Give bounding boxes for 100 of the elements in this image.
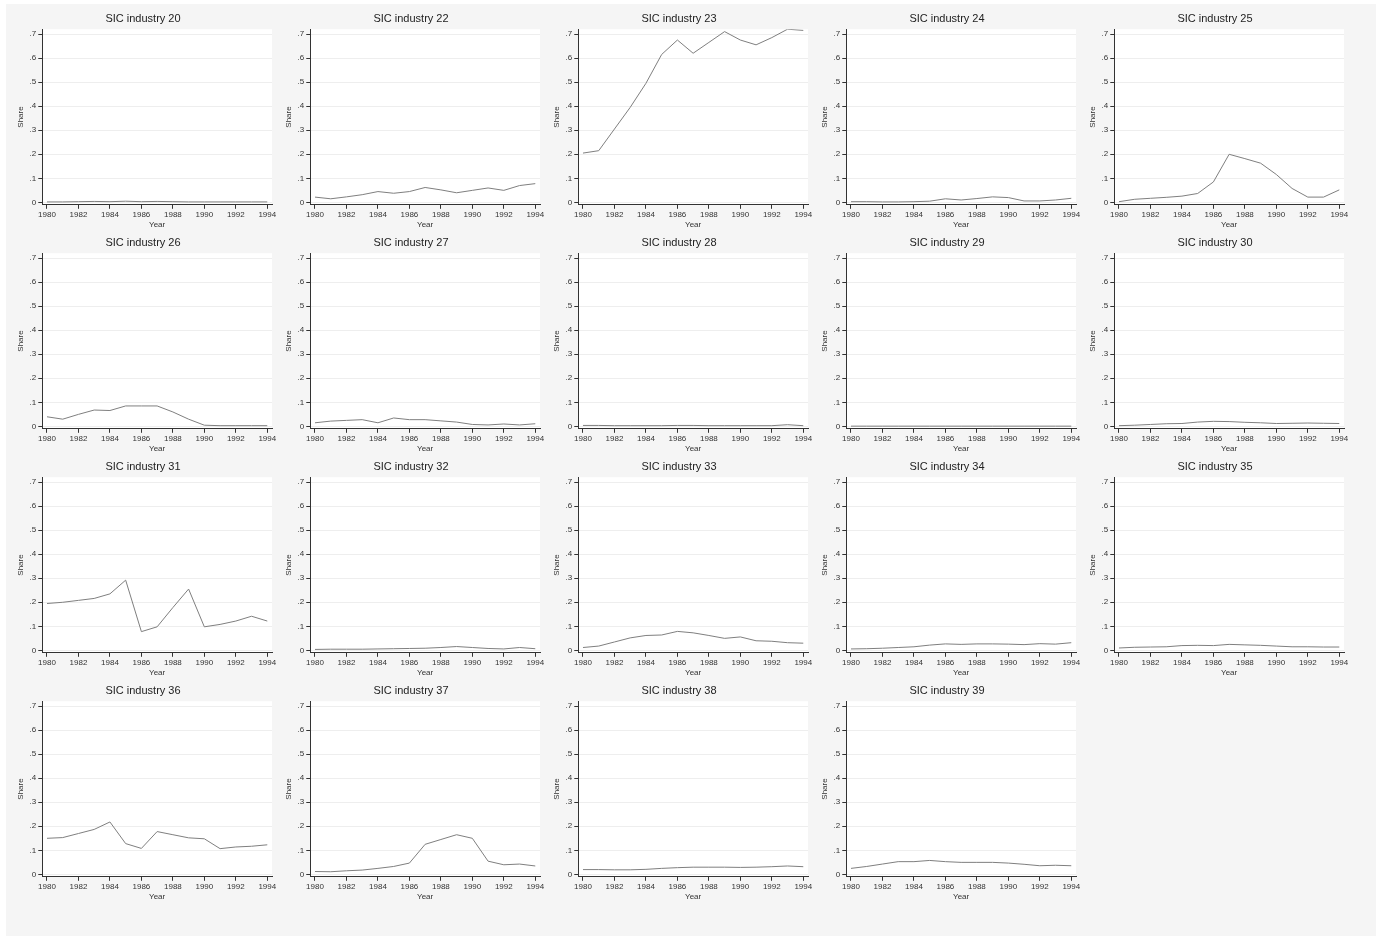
x-tick-label: 1986 <box>400 657 419 667</box>
y-tick-label: .4 <box>565 773 573 783</box>
x-tick-label: 1982 <box>605 433 624 443</box>
y-tick-label: 0 <box>835 645 841 655</box>
x-tick-label: 1984 <box>369 881 388 891</box>
y-tick-label: .3 <box>1101 349 1109 359</box>
chart-title: SIC industry 22 <box>373 11 449 24</box>
y-tick-label: .5 <box>565 749 573 759</box>
y-tick-label: 0 <box>299 197 305 207</box>
y-tick-label: .2 <box>297 373 305 383</box>
chart-title: SIC industry 37 <box>373 683 449 696</box>
x-tick-label: 1994 <box>1062 881 1081 891</box>
x-tick-label: 1986 <box>132 433 151 443</box>
y-tick-label: 0 <box>567 197 573 207</box>
x-tick-label: 1982 <box>69 209 88 219</box>
chart-title: SIC industry 35 <box>1177 459 1253 472</box>
y-tick-label: .1 <box>297 173 305 183</box>
x-tick-label: 1982 <box>873 209 892 219</box>
y-tick-label: .4 <box>29 101 37 111</box>
y-tick-label: .1 <box>29 845 37 855</box>
y-tick-label: .3 <box>297 573 305 583</box>
x-tick-label: 1982 <box>605 209 624 219</box>
x-tick-label: 1992 <box>1298 657 1318 667</box>
x-tick-label: 1982 <box>605 657 624 667</box>
y-tick-label: .2 <box>565 597 573 607</box>
x-tick-label: 1992 <box>1030 881 1050 891</box>
chart-title: SIC industry 23 <box>641 11 717 24</box>
x-tick-label: 1994 <box>794 881 813 891</box>
y-tick-label: .4 <box>1101 549 1109 559</box>
y-tick-label: .6 <box>565 501 573 511</box>
y-tick-label: .2 <box>1101 373 1109 383</box>
y-tick-label: .3 <box>297 349 305 359</box>
y-tick-label: .2 <box>565 149 573 159</box>
x-tick-label: 1988 <box>699 209 719 219</box>
x-tick-label: 1980 <box>842 433 861 443</box>
y-tick-label: .5 <box>1101 301 1109 311</box>
y-axis-title: Share <box>1088 105 1097 128</box>
y-tick-label: .7 <box>833 477 841 487</box>
y-tick-label: .7 <box>29 477 37 487</box>
y-axis-title: Share <box>552 105 561 128</box>
y-axis-title: Share <box>820 329 829 352</box>
x-tick-label: 1982 <box>605 881 624 891</box>
chart-title: SIC industry 31 <box>105 459 181 472</box>
x-tick-label: 1994 <box>526 657 545 667</box>
x-tick-label: 1986 <box>400 433 419 443</box>
x-tick-label: 1982 <box>337 209 356 219</box>
y-tick-label: .4 <box>297 773 305 783</box>
y-tick-label: .3 <box>565 349 573 359</box>
y-tick-label: .7 <box>1101 477 1109 487</box>
y-tick-label: .1 <box>833 845 841 855</box>
y-tick-label: .2 <box>29 149 37 159</box>
y-tick-label: 0 <box>1103 645 1109 655</box>
x-tick-label: 1990 <box>1267 433 1286 443</box>
x-tick-label: 1994 <box>794 433 813 443</box>
x-tick-label: 1992 <box>226 657 246 667</box>
y-tick-label: .5 <box>297 301 305 311</box>
y-tick-label: .2 <box>565 373 573 383</box>
x-tick-label: 1986 <box>400 881 419 891</box>
x-tick-label: 1986 <box>400 209 419 219</box>
x-tick-label: 1992 <box>762 657 782 667</box>
x-tick-label: 1982 <box>337 881 356 891</box>
y-tick-label: .1 <box>1101 397 1109 407</box>
y-tick-label: 0 <box>835 421 841 431</box>
x-tick-label: 1988 <box>431 881 451 891</box>
x-axis-title: Year <box>417 892 434 902</box>
y-tick-label: 0 <box>1103 421 1109 431</box>
x-tick-label: 1982 <box>873 657 892 667</box>
x-tick-label: 1984 <box>101 209 120 219</box>
chart-title: SIC industry 36 <box>105 683 181 696</box>
y-axis-title: Share <box>16 777 25 800</box>
chart-title: SIC industry 20 <box>105 11 181 24</box>
x-tick-label: 1984 <box>1173 209 1192 219</box>
x-axis-title: Year <box>685 220 702 230</box>
x-axis-title: Year <box>1221 220 1238 230</box>
x-tick-label: 1980 <box>38 881 57 891</box>
y-tick-label: .5 <box>565 301 573 311</box>
y-tick-label: .2 <box>833 149 841 159</box>
y-tick-label: .1 <box>29 621 37 631</box>
x-tick-label: 1992 <box>762 433 782 443</box>
x-tick-label: 1994 <box>1062 657 1081 667</box>
x-axis-title: Year <box>417 444 434 454</box>
y-tick-label: 0 <box>31 645 37 655</box>
x-tick-label: 1980 <box>306 433 325 443</box>
y-tick-label: .6 <box>833 53 841 63</box>
y-tick-label: .1 <box>1101 621 1109 631</box>
x-tick-label: 1982 <box>873 881 892 891</box>
y-tick-label: .6 <box>565 725 573 735</box>
chart-title: SIC industry 34 <box>909 459 985 472</box>
x-tick-label: 1990 <box>195 209 214 219</box>
x-tick-label: 1994 <box>526 209 545 219</box>
x-tick-label: 1984 <box>905 209 924 219</box>
y-tick-label: .4 <box>29 325 37 335</box>
x-tick-label: 1980 <box>306 657 325 667</box>
y-tick-label: .4 <box>297 325 305 335</box>
y-tick-label: .1 <box>297 397 305 407</box>
x-tick-label: 1984 <box>101 657 120 667</box>
x-tick-label: 1980 <box>306 881 325 891</box>
x-tick-label: 1986 <box>668 881 687 891</box>
y-tick-label: .6 <box>833 501 841 511</box>
x-tick-label: 1980 <box>1110 657 1129 667</box>
